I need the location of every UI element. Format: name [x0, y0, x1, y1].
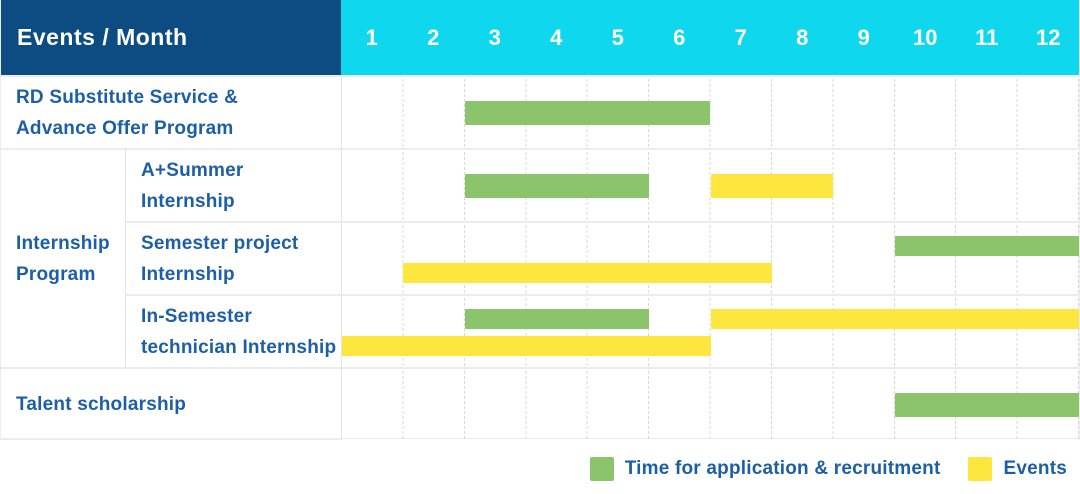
- gantt-bar-events: [403, 263, 772, 283]
- gantt-bar-application: [464, 100, 711, 125]
- gantt-row-canvas-rd-substitute-service: [341, 75, 1079, 148]
- legend-item-application: Time for application & recruitment: [589, 457, 941, 481]
- gantt-bar-application: [464, 173, 650, 198]
- month-header-cell-4: 4: [525, 0, 587, 75]
- gantt-bar-application: [464, 309, 650, 329]
- table-header-title: Events / Month: [1, 0, 341, 75]
- row-label-line: A+Summer: [141, 159, 244, 181]
- month-header-cell-7: 7: [710, 0, 772, 75]
- row-label-line: Internship: [141, 263, 235, 285]
- row-label-line: Talent scholarship: [16, 394, 187, 415]
- row-label-line: Advance Offer Program: [16, 117, 234, 139]
- row-label-talent-scholarship: Talent scholarship: [1, 367, 341, 440]
- legend-label-application: Time for application & recruitment: [624, 458, 941, 479]
- month-header-cell-8: 8: [771, 0, 833, 75]
- gantt-row-canvas-talent-scholarship: [341, 367, 1079, 440]
- legend-label-events: Events: [1003, 458, 1067, 479]
- month-header-cell-1: 1: [341, 0, 403, 75]
- month-header-cell-3: 3: [464, 0, 526, 75]
- gantt-bar-events: [342, 336, 711, 356]
- month-header-cell-11: 11: [956, 0, 1018, 75]
- gantt-row-canvas-a-plus-summer-internship: [341, 148, 1079, 221]
- gantt-row-canvas-semester-project-internship: [341, 221, 1079, 294]
- row-label-in-semester-technician-internship: In-Semester technician Internship: [125, 294, 341, 367]
- row-label-semester-project-internship: Semester project Internship: [125, 221, 341, 294]
- row-label-line: Internship: [141, 190, 235, 212]
- month-header-cell-10: 10: [894, 0, 956, 75]
- legend-swatch-application: [589, 457, 614, 481]
- month-header-cell-5: 5: [587, 0, 649, 75]
- month-header-cell-9: 9: [833, 0, 895, 75]
- row-label-rd-substitute-service: RD Substitute Service & Advance Offer Pro…: [1, 75, 341, 148]
- gantt-bar-application: [894, 236, 1079, 256]
- gantt-bar-events: [710, 309, 1079, 329]
- month-header-cell-12: 12: [1017, 0, 1079, 75]
- legend-item-events: Events: [968, 457, 1067, 481]
- group-label-internship-program: Internship Program: [1, 148, 125, 367]
- row-label-line: Semester project: [141, 232, 299, 254]
- gantt-bar-events: [710, 173, 834, 198]
- legend-swatch-events: [968, 457, 993, 481]
- group-label-line: Internship: [16, 232, 110, 254]
- row-label-line: RD Substitute Service &: [16, 86, 239, 108]
- gantt-table: Events / Month 1 2 3 4 5 6 7 8 9 10 11 12 Internship…: [0, 0, 1080, 440]
- group-label-line: Program: [16, 263, 96, 285]
- row-label-line: technician Internship: [141, 336, 337, 358]
- row-label-line: In-Semester: [141, 305, 252, 327]
- row-label-a-plus-summer-internship: A+Summer Internship: [125, 148, 341, 221]
- month-header-cell-6: 6: [648, 0, 710, 75]
- month-header-cell-2: 2: [402, 0, 464, 75]
- gantt-row-canvas-in-semester-technician-internship: [341, 294, 1079, 367]
- legend: Time for application & recruitment Events: [589, 457, 1067, 481]
- gantt-bar-application: [894, 392, 1079, 417]
